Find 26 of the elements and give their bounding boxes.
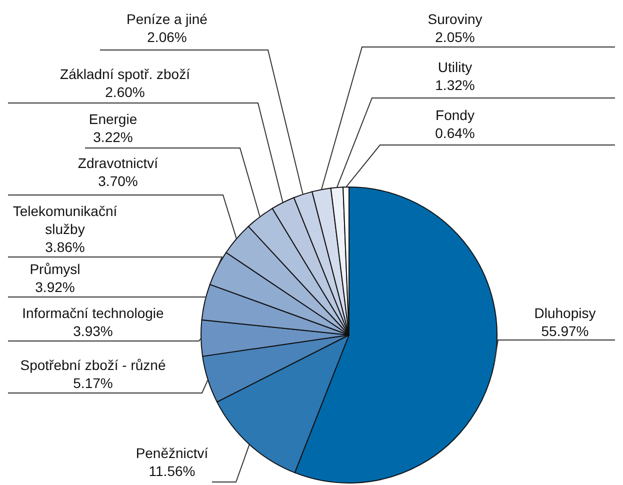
slice-label: Energie xyxy=(88,111,138,127)
data-label: 2.05% xyxy=(435,29,475,45)
data-label: 2.06% xyxy=(147,29,187,45)
slice-label: Peníze a jiné xyxy=(126,11,208,27)
data-label: 55.97% xyxy=(541,323,589,339)
slice-label: Utility xyxy=(438,59,472,75)
slice-label: Průmysl xyxy=(30,261,80,277)
data-label: 3.92% xyxy=(35,279,75,295)
slice-label: Peněžnictví xyxy=(136,445,208,461)
slice-label: Základní spotř. zboží xyxy=(60,66,190,82)
data-label: 3.86% xyxy=(45,239,85,255)
slice-label: Suroviny xyxy=(428,11,482,27)
slice-label: Zdravotnictví xyxy=(78,155,158,171)
slice-label: Fondy xyxy=(436,107,474,123)
data-label: 2.60% xyxy=(105,84,145,100)
slice-label: Spotřební zboží - různé xyxy=(20,357,166,373)
slice-label: Dluhopisy xyxy=(534,305,596,321)
data-label: 3.22% xyxy=(93,129,133,145)
data-label: 3.70% xyxy=(98,173,138,189)
data-label: 3.93% xyxy=(73,323,113,339)
data-label: 0.64% xyxy=(435,125,475,141)
data-label: 5.17% xyxy=(73,375,113,391)
slice-label: Telekomunikační služby xyxy=(12,203,118,237)
slice-label: Informační technologie xyxy=(22,305,164,321)
data-label: 11.56% xyxy=(148,463,196,479)
data-label: 1.32% xyxy=(435,77,475,93)
